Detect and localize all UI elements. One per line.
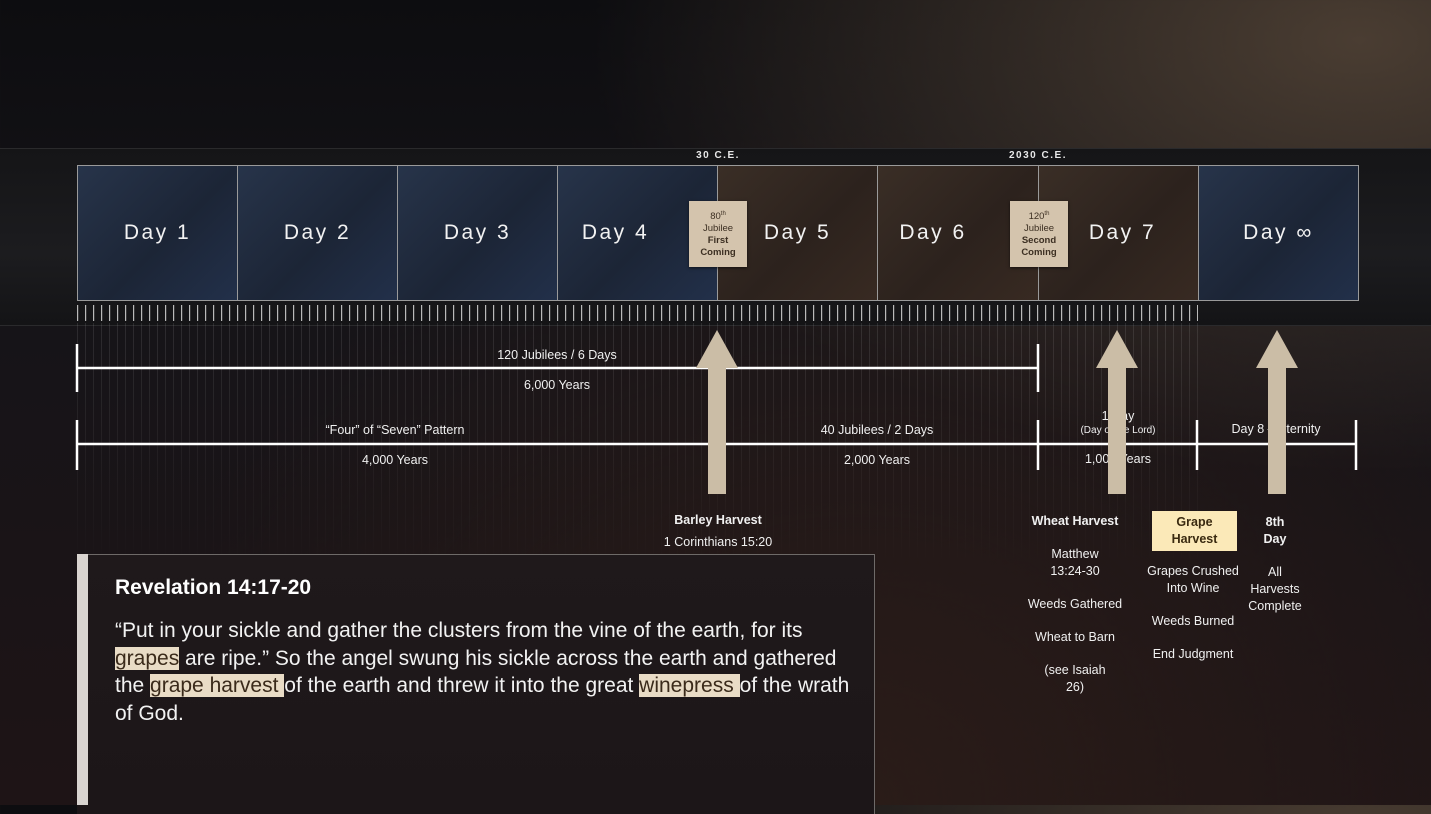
grape-harvest-header: Grape Harvest — [1152, 511, 1237, 551]
four-seven-top-label: “Four” of “Seven” Pattern — [325, 423, 465, 437]
jubilee-80-coming: Coming — [700, 247, 736, 259]
highlight-grapes: grapes — [115, 646, 180, 670]
jubilee-80-tag: 80th Jubilee First Coming — [689, 201, 747, 267]
wheat-item: (see Isaiah 26) — [1044, 663, 1106, 694]
forty-top-label: 40 Jubilees / 2 Days — [820, 423, 934, 437]
grape-harvest-title: Grape Harvest — [1152, 511, 1237, 551]
forty-bottom-label: 2,000 Years — [843, 453, 911, 467]
barley-harvest-title: Barley Harvest — [674, 513, 762, 527]
revelation-text-part: of the earth and threw it into the great — [284, 674, 640, 697]
grape-item: End Judgment — [1152, 647, 1234, 661]
revelation-accent-bar — [77, 554, 88, 805]
grape-item: Weeds Burned — [1151, 614, 1235, 628]
wheat-item: Weeds Gathered — [1027, 597, 1123, 611]
highlight-grape-harvest: grape harvest — [150, 674, 285, 697]
six-days-bottom-label: 6,000 Years — [523, 378, 591, 392]
wheat-item: Wheat to Barn — [1035, 630, 1115, 644]
highlight-winepress: winepress — [639, 674, 740, 697]
day-3-box: Day 3 — [397, 165, 558, 301]
jubilee-120-word: Jubilee — [1023, 223, 1055, 235]
era-label-2030ce: 2030 C.E. — [1009, 150, 1067, 161]
six-days-top-label: 120 Jubilees / 6 Days — [497, 348, 617, 362]
wheat-harvest-column: Wheat Harvest Matthew 13:24-30 Weeds Gat… — [1020, 513, 1130, 712]
eighth-day-column: 8th Day All Harvests Complete — [1245, 514, 1305, 631]
jubilee-120-second: Second — [1021, 235, 1057, 247]
jubilee-120-tag: 120th Jubilee Second Coming — [1010, 201, 1068, 267]
grape-item: Grapes Crushed Into Wine — [1147, 564, 1239, 595]
tick-ruler — [77, 303, 1198, 323]
harvest-arrows — [696, 330, 1298, 494]
day-5-label: Day 5 — [763, 221, 832, 244]
grape-harvest-column: Grapes Crushed Into Wine Weeds Burned En… — [1142, 563, 1244, 679]
jubilee-80-first: First — [707, 235, 729, 247]
jubilee-120-suffix: th — [1044, 211, 1050, 217]
era-label-30ce: 30 C.E. — [696, 150, 740, 161]
wheat-arrow — [1096, 330, 1138, 494]
revelation-text-part: are ripe.” So the angel swung his sickle… — [115, 646, 837, 698]
jubilee-120-coming: Coming — [1021, 247, 1057, 259]
four-seven-bottom-label: 4,000 Years — [361, 453, 429, 467]
jubilee-80-word: Jubilee — [702, 223, 734, 235]
jubilee-80-number: 80 — [710, 211, 721, 223]
barley-arrow — [696, 330, 738, 494]
revelation-text-part: “Put in your sickle and gather the clust… — [115, 619, 803, 642]
day-6-label: Day 6 — [899, 221, 967, 244]
day-1-box: Day 1 — [77, 165, 238, 301]
revelation-title: Revelation 14:17-20 — [115, 576, 312, 599]
wheat-harvest-title: Wheat Harvest — [1031, 514, 1119, 528]
eighth-day-title: 8th Day — [1263, 515, 1287, 546]
day-infinity-box: Day ∞ — [1198, 165, 1359, 301]
barley-harvest-ref: 1 Corinthians 15:20 — [663, 535, 773, 549]
wheat-item: Matthew 13:24-30 — [1050, 547, 1100, 578]
jubilee-120-number: 120 — [1028, 211, 1045, 223]
day-7-label: Day 7 — [1088, 221, 1157, 244]
eighth-day-arrow — [1256, 330, 1298, 494]
jubilee-80-suffix: th — [720, 211, 726, 217]
revelation-text: “Put in your sickle and gather the clust… — [115, 617, 855, 727]
eighth-day-item: All Harvests Complete — [1248, 565, 1302, 613]
revelation-text-part: of the wrath of God. — [115, 674, 850, 725]
day-4-label: Day 4 — [581, 221, 650, 244]
